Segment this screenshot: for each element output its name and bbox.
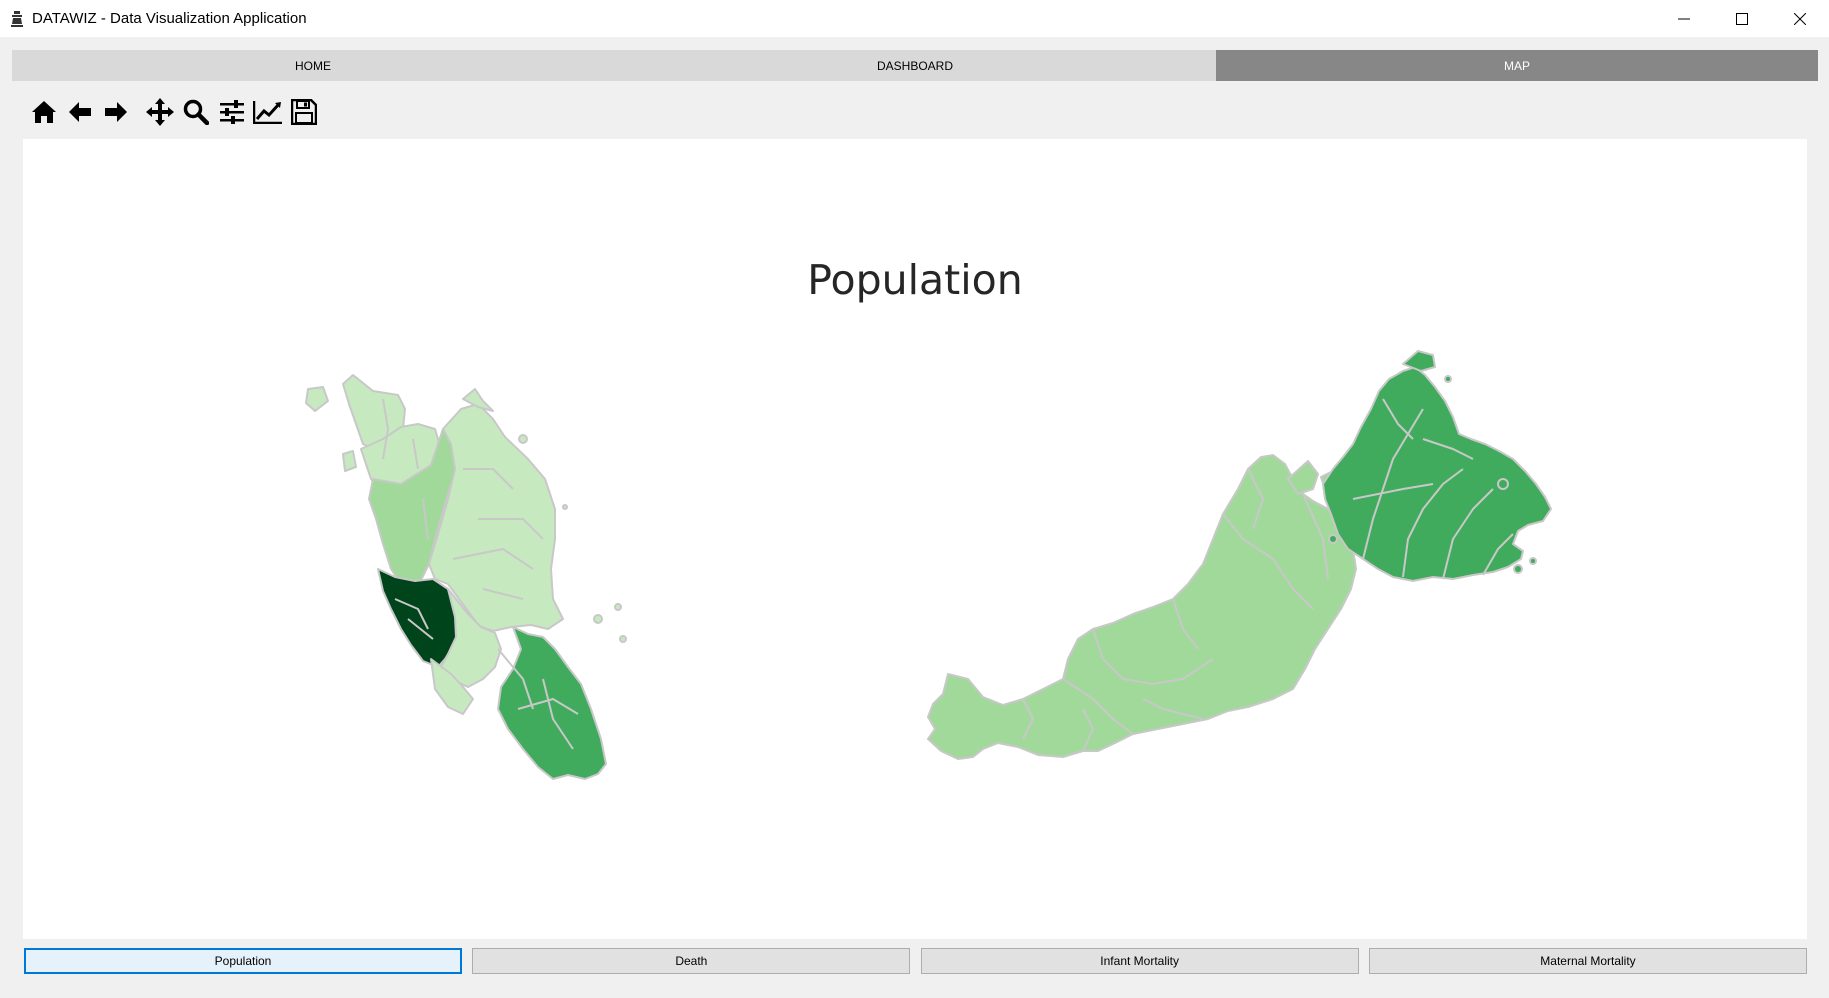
title-bar: DATAWIZ - Data Visualization Application [0, 0, 1829, 37]
pan-icon [146, 98, 174, 126]
configure-subplots-tool[interactable] [214, 96, 250, 128]
edit-axis-icon [253, 101, 282, 124]
infant-mortality-button[interactable]: Infant Mortality [920, 948, 1359, 974]
forward-icon [105, 102, 127, 122]
maximize-icon [1736, 12, 1748, 25]
maximize-button[interactable] [1713, 0, 1771, 37]
minimize-button[interactable] [1655, 0, 1713, 37]
dataset-buttons: Population Death Infant Mortality Matern… [24, 948, 1807, 974]
home-icon [32, 101, 56, 123]
tab-dashboard[interactable]: DASHBOARD [614, 50, 1216, 81]
app-icon [10, 10, 26, 28]
edit-axis-tool[interactable] [250, 96, 286, 128]
back-tool[interactable] [62, 96, 98, 128]
navigation-toolbar [26, 96, 322, 128]
window-controls [1655, 0, 1829, 37]
minimize-icon [1678, 18, 1690, 19]
save-tool[interactable] [286, 96, 322, 128]
choropleth-map [305, 350, 1552, 780]
pan-tool[interactable] [142, 96, 178, 128]
close-button[interactable] [1771, 0, 1829, 37]
plot-canvas[interactable]: Population [23, 139, 1807, 939]
maternal-mortality-button[interactable]: Maternal Mortality [1368, 948, 1807, 974]
plot-title: Population [807, 256, 1023, 304]
home-tool[interactable] [26, 96, 62, 128]
east-malaysia [927, 350, 1552, 760]
back-icon [69, 102, 91, 122]
peninsular-malaysia [305, 374, 627, 780]
window-title: DATAWIZ - Data Visualization Application [32, 10, 307, 27]
configure-subplots-icon [220, 100, 244, 124]
population-button[interactable]: Population [24, 948, 462, 974]
close-icon [1794, 12, 1806, 25]
zoom-icon [183, 99, 209, 125]
death-button[interactable]: Death [472, 948, 911, 974]
tab-home[interactable]: HOME [12, 50, 614, 81]
tab-bar: HOME DASHBOARD MAP [12, 50, 1818, 81]
forward-tool[interactable] [98, 96, 134, 128]
tab-map[interactable]: MAP [1216, 50, 1818, 81]
zoom-tool[interactable] [178, 96, 214, 128]
save-icon [291, 99, 317, 125]
